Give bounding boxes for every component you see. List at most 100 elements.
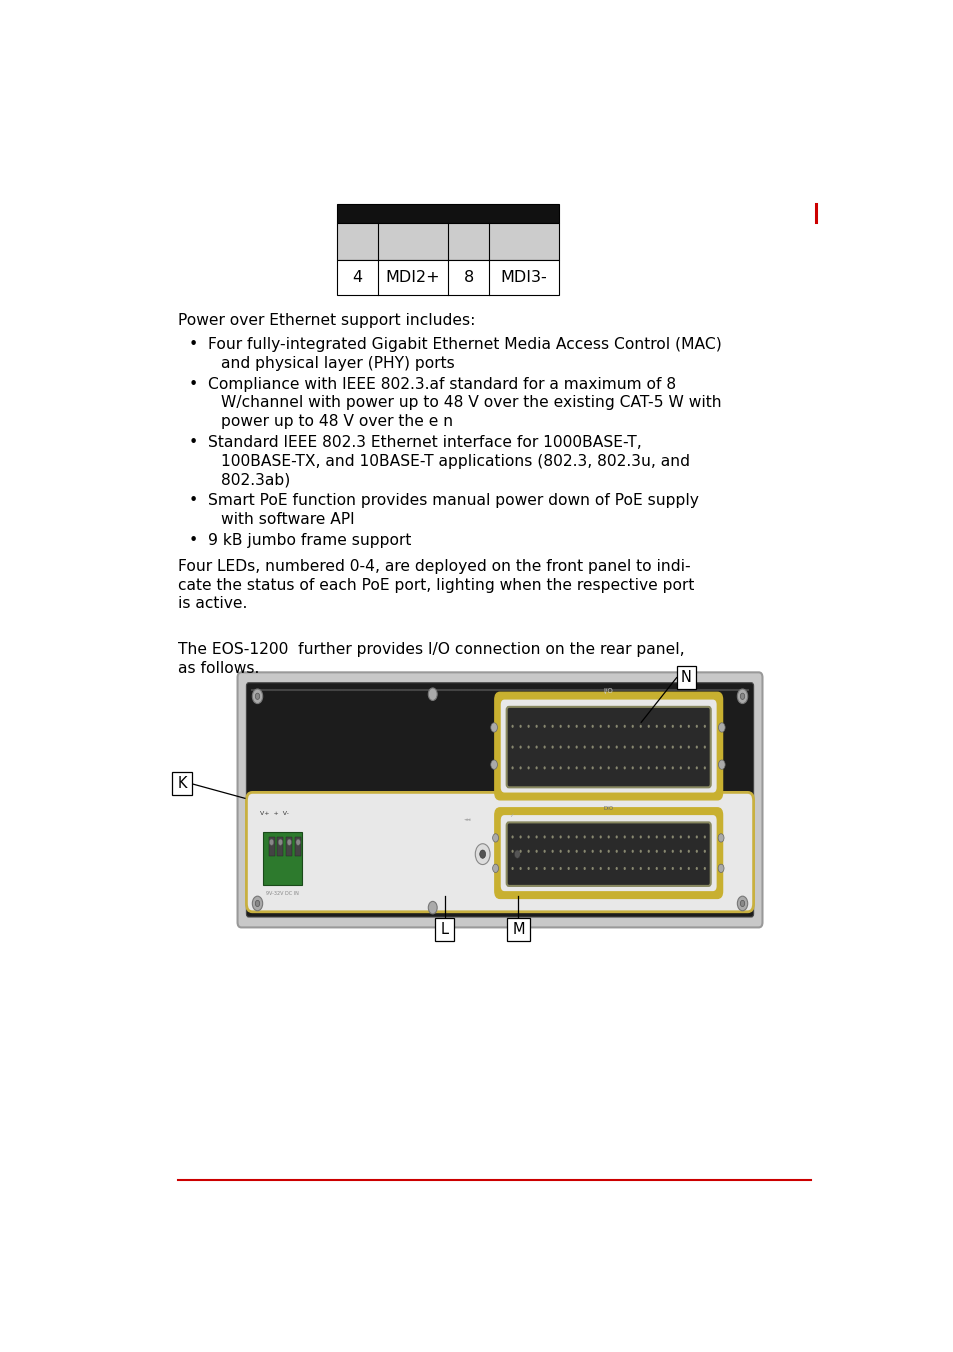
Bar (172, 772, 192, 795)
Circle shape (527, 836, 529, 838)
Circle shape (567, 849, 569, 853)
Circle shape (671, 849, 673, 853)
Circle shape (492, 834, 498, 842)
Circle shape (575, 745, 578, 749)
Circle shape (639, 836, 641, 838)
Circle shape (671, 725, 673, 727)
Circle shape (511, 745, 513, 749)
Circle shape (591, 867, 593, 871)
Circle shape (583, 849, 585, 853)
Circle shape (655, 767, 658, 769)
Text: W/channel with power up to 48 V over the existing CAT-5 W with: W/channel with power up to 48 V over the… (221, 395, 721, 411)
Text: N: N (680, 671, 691, 685)
Circle shape (479, 850, 485, 859)
Circle shape (607, 725, 609, 727)
Circle shape (631, 767, 633, 769)
Circle shape (519, 849, 521, 853)
Circle shape (575, 725, 578, 727)
Circle shape (559, 867, 561, 871)
Circle shape (639, 725, 641, 727)
Circle shape (740, 694, 744, 699)
Circle shape (551, 745, 553, 749)
Bar (435, 918, 454, 941)
Circle shape (740, 900, 744, 907)
Circle shape (663, 745, 665, 749)
Circle shape (718, 864, 723, 872)
Circle shape (623, 867, 625, 871)
Circle shape (511, 849, 513, 853)
Circle shape (695, 849, 698, 853)
Circle shape (703, 849, 705, 853)
Circle shape (679, 836, 681, 838)
Circle shape (591, 849, 593, 853)
Circle shape (559, 767, 561, 769)
Text: Four LEDs, numbered 0-4, are deployed on the front panel to indi-: Four LEDs, numbered 0-4, are deployed on… (178, 558, 690, 573)
Circle shape (639, 867, 641, 871)
Circle shape (535, 745, 537, 749)
Circle shape (278, 840, 282, 845)
Text: •  Compliance with IEEE 802.3.af standard for a maximum of 8: • Compliance with IEEE 802.3.af standard… (190, 377, 676, 392)
Circle shape (703, 745, 705, 749)
Circle shape (551, 849, 553, 853)
Circle shape (615, 867, 618, 871)
Circle shape (492, 864, 498, 872)
Circle shape (631, 725, 633, 727)
FancyBboxPatch shape (495, 807, 721, 899)
Circle shape (623, 725, 625, 727)
Circle shape (671, 767, 673, 769)
Circle shape (567, 836, 569, 838)
Text: L: L (440, 922, 448, 937)
Circle shape (255, 694, 259, 699)
Circle shape (607, 767, 609, 769)
Circle shape (583, 745, 585, 749)
Text: 9V-32V DC IN: 9V-32V DC IN (266, 891, 299, 896)
FancyBboxPatch shape (246, 792, 753, 911)
Circle shape (583, 836, 585, 838)
Circle shape (519, 867, 521, 871)
Circle shape (567, 745, 569, 749)
Text: 8: 8 (463, 270, 474, 285)
Bar (263, 831, 301, 886)
Circle shape (598, 767, 601, 769)
Text: The EOS-1200  further provides I/O connection on the rear panel,: The EOS-1200 further provides I/O connec… (178, 642, 684, 657)
Circle shape (687, 836, 689, 838)
Bar (337, 223, 558, 260)
Circle shape (671, 836, 673, 838)
Circle shape (287, 840, 292, 845)
Circle shape (647, 867, 649, 871)
Text: MDI3-: MDI3- (500, 270, 547, 285)
Circle shape (591, 767, 593, 769)
Text: 100BASE-TX, and 10BASE-T applications (802.3, 802.3u, and: 100BASE-TX, and 10BASE-T applications (8… (221, 454, 690, 469)
Circle shape (551, 725, 553, 727)
Circle shape (527, 725, 529, 727)
Text: as follows.: as follows. (178, 661, 259, 676)
FancyBboxPatch shape (500, 699, 716, 792)
Text: is active.: is active. (178, 596, 248, 611)
Circle shape (647, 767, 649, 769)
Text: •  Four fully-integrated Gigabit Ethernet Media Access Control (MAC): • Four fully-integrated Gigabit Ethernet… (190, 337, 721, 352)
Circle shape (718, 834, 723, 842)
Circle shape (591, 836, 593, 838)
Circle shape (671, 867, 673, 871)
Circle shape (527, 849, 529, 853)
Circle shape (615, 725, 618, 727)
Circle shape (559, 745, 561, 749)
Circle shape (703, 767, 705, 769)
Circle shape (428, 688, 436, 700)
Circle shape (252, 896, 262, 911)
Circle shape (687, 725, 689, 727)
Circle shape (583, 767, 585, 769)
Circle shape (591, 745, 593, 749)
Circle shape (655, 725, 658, 727)
Circle shape (737, 896, 747, 911)
Circle shape (687, 767, 689, 769)
Text: K: K (177, 776, 187, 791)
FancyBboxPatch shape (506, 707, 710, 787)
Circle shape (607, 836, 609, 838)
Circle shape (679, 849, 681, 853)
Circle shape (703, 725, 705, 727)
Text: 4: 4 (353, 270, 362, 285)
Circle shape (647, 836, 649, 838)
Text: Power over Ethernet support includes:: Power over Ethernet support includes: (178, 314, 476, 329)
Circle shape (551, 767, 553, 769)
